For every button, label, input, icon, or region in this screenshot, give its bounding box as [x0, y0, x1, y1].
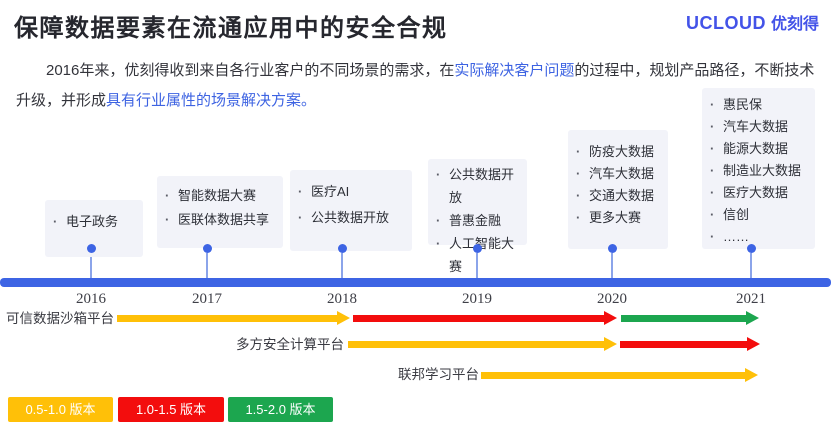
year-label: 2017: [192, 291, 222, 307]
platform-label: 联邦学习平台: [398, 367, 479, 382]
timeline-stem: [750, 253, 752, 279]
milestone-item: 防疫大数据: [568, 141, 668, 163]
year-label: 2018: [327, 291, 357, 307]
timeline-stem: [90, 253, 92, 279]
milestone-list: 公共数据开放普惠金融人工智能大赛: [428, 163, 527, 278]
year-label: 2020: [597, 291, 627, 307]
intro-highlight-text: 具有行业属性的场景解决方案。: [106, 92, 317, 109]
arrow-segment-v1015: [620, 337, 760, 351]
milestone-item: 医疗大数据: [702, 182, 815, 204]
arrow-segment-v1015: [353, 311, 617, 325]
milestone-item: 汽车大数据: [702, 116, 815, 138]
timeline-bar: [0, 278, 831, 287]
ucloud-logo: UCLOUD 优刻得: [686, 10, 819, 34]
timeline-dot: [338, 244, 347, 253]
milestone-item: 公共数据开放: [290, 205, 412, 231]
milestone-item: 能源大数据: [702, 138, 815, 160]
legend-chip: 1.0-1.5 版本: [118, 397, 224, 422]
milestone-item: 制造业大数据: [702, 160, 815, 182]
milestone-list: 防疫大数据汽车大数据交通大数据更多大赛: [568, 141, 668, 229]
legend-label: 1.5-2.0 版本: [245, 402, 316, 417]
legend-chip: 0.5-1.0 版本: [8, 397, 113, 422]
intro-text: 的过程中，规划产品路径，不断技术升级，并形成: [16, 62, 815, 109]
milestone-item: 惠民保: [702, 94, 815, 116]
milestone-list: 惠民保汽车大数据能源大数据制造业大数据医疗大数据信创……: [702, 94, 815, 248]
milestone-list: 智能数据大赛医联体数据共享: [157, 184, 283, 232]
platform-label: 可信数据沙箱平台: [6, 311, 114, 326]
year-label: 2021: [736, 291, 766, 307]
milestone-item: 汽车大数据: [568, 163, 668, 185]
legend-chip: 1.5-2.0 版本: [228, 397, 333, 422]
arrow-segment-v0510: [117, 311, 350, 325]
intro-text: 2016年来，优刻得收到来自各行业客户的不同场景的需求，在: [46, 62, 455, 79]
milestone-box-2018: 医疗AI公共数据开放: [290, 170, 412, 251]
arrow-segment-v0510: [481, 368, 758, 382]
intro-highlight-text: 实际解决客户问题: [454, 62, 575, 79]
page-title: 保障数据要素在流通应用中的安全合规: [14, 15, 448, 42]
timeline-dot: [608, 244, 617, 253]
milestone-item: 智能数据大赛: [157, 184, 283, 208]
timeline-dot: [203, 244, 212, 253]
arrow-segment-v1520: [621, 311, 759, 325]
legend-label: 1.0-1.5 版本: [135, 402, 207, 417]
milestone-item: 交通大数据: [568, 185, 668, 207]
year-label: 2019: [462, 291, 492, 307]
milestone-box-2021: 惠民保汽车大数据能源大数据制造业大数据医疗大数据信创……: [702, 88, 815, 249]
milestone-item: 电子政务: [45, 210, 143, 234]
milestone-item: 普惠金融: [428, 209, 527, 232]
milestone-item: 医疗AI: [290, 179, 412, 205]
milestone-item: 公共数据开放: [428, 163, 527, 209]
milestone-item: 更多大赛: [568, 207, 668, 229]
milestone-box-2017: 智能数据大赛医联体数据共享: [157, 176, 283, 248]
legend-label: 0.5-1.0 版本: [25, 402, 96, 417]
timeline-stem: [341, 253, 343, 279]
milestone-list: 医疗AI公共数据开放: [290, 179, 412, 231]
ucloud-logo-chinese: 优刻得: [770, 16, 819, 33]
timeline-stem: [206, 253, 208, 279]
milestone-list: 电子政务: [45, 210, 143, 234]
timeline-dot: [747, 244, 756, 253]
intro-paragraph: 2016年来，优刻得收到来自各行业客户的不同场景的需求，在实际解决客户问题的过程…: [16, 56, 817, 116]
timeline-dot: [87, 244, 96, 253]
ucloud-logo-wordmark: UCLOUD: [685, 13, 766, 33]
milestone-item: ……: [702, 226, 815, 248]
timeline-dot: [473, 244, 482, 253]
timeline-stem: [611, 253, 613, 279]
arrow-segment-v0510: [348, 337, 617, 351]
milestone-item: 信创: [702, 204, 815, 226]
year-label: 2016: [76, 291, 106, 307]
milestone-item: 医联体数据共享: [157, 208, 283, 232]
milestone-item: 人工智能大赛: [428, 232, 527, 278]
milestone-box-2019: 公共数据开放普惠金融人工智能大赛: [428, 159, 527, 274]
platform-label: 多方安全计算平台: [236, 337, 344, 352]
milestone-box-2020: 防疫大数据汽车大数据交通大数据更多大赛: [568, 130, 668, 249]
